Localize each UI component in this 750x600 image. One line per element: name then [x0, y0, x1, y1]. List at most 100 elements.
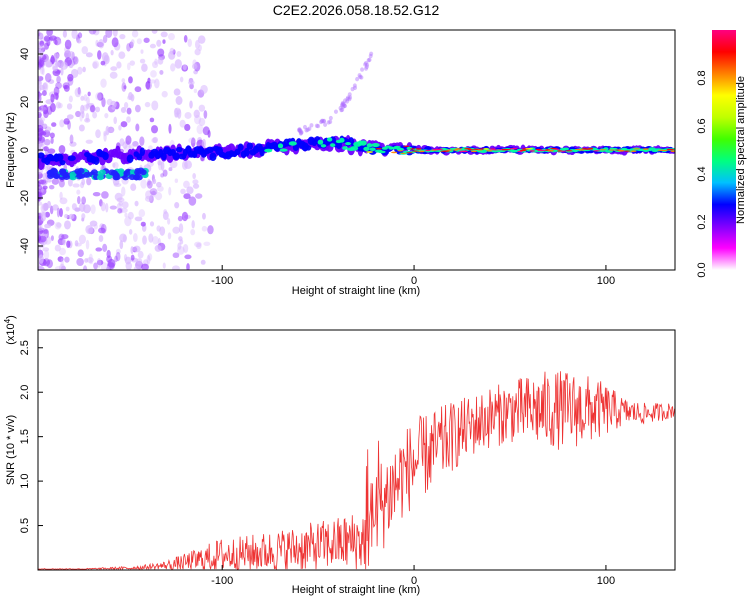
- heatmap-noise-blob: [128, 144, 135, 149]
- heatmap-noise-blob: [197, 35, 206, 44]
- heatmap-ridge-blob: [59, 159, 66, 166]
- heatmap-noise-blob: [43, 35, 51, 42]
- snr-x-label: Height of straight line (km): [292, 584, 420, 596]
- heatmap-noise-blob: [38, 32, 44, 40]
- heatmap-noise-blob: [145, 190, 153, 200]
- heatmap-branch-blob: [302, 124, 307, 130]
- snr-x-ticks: -100 0 100: [211, 565, 615, 587]
- spectrogram-y-label: Frequency (Hz): [5, 112, 17, 188]
- heatmap-branch-blob: [341, 104, 346, 109]
- heatmap-noise-blob: [64, 39, 72, 50]
- heatmap-noise-blob: [162, 39, 166, 44]
- heatmap-noise-blob: [71, 30, 78, 39]
- snr-x-tick-label: 0: [411, 575, 417, 587]
- heatmap-noise-blob: [134, 86, 142, 93]
- heatmap-ridge-blob: [486, 150, 493, 152]
- heatmap-noise-blob: [130, 39, 135, 45]
- heatmap-ridge-blob: [339, 137, 345, 143]
- heatmap-ridge-blob: [381, 146, 388, 150]
- heatmap-noise-blob: [175, 96, 183, 105]
- heatmap-ridge-blob: [305, 145, 312, 151]
- heatmap-noise-blob: [121, 201, 129, 209]
- heatmap-noise-blob: [177, 242, 182, 250]
- heatmap-noise-blob: [141, 263, 149, 270]
- heatmap-noise-blob: [145, 80, 152, 90]
- heatmap-noise-blob: [74, 87, 82, 98]
- heatmap-noise-blob: [188, 137, 197, 144]
- heatmap-noise-blob: [38, 244, 43, 249]
- heatmap-noise-blob: [75, 242, 82, 247]
- heatmap-noise-blob: [38, 229, 44, 235]
- heatmap-noise-blob: [48, 79, 55, 84]
- heatmap-noise-blob: [81, 46, 89, 55]
- heatmap-noise-blob: [126, 62, 131, 71]
- heatmap-noise-blob: [58, 179, 65, 188]
- heatmap-noise-blob: [51, 122, 57, 127]
- heatmap-branch-blob: [369, 51, 374, 57]
- heatmap-ridge-blob: [237, 143, 244, 151]
- heatmap-branch-blob: [298, 130, 303, 135]
- heatmap-noise-blob: [152, 190, 156, 198]
- heatmap-noise-blob: [157, 57, 164, 65]
- heatmap-noise-blob: [59, 197, 68, 205]
- heatmap-noise-blob: [80, 104, 85, 115]
- heatmap-noise-blob: [68, 51, 75, 59]
- heatmap-ridge-blob: [624, 150, 631, 152]
- heatmap-noise-blob: [64, 220, 71, 230]
- heatmap-noise-blob: [86, 96, 90, 106]
- heatmap-noise-blob: [101, 191, 109, 199]
- heatmap-ridge-blob: [491, 149, 499, 151]
- heatmap-noise-blob: [46, 106, 53, 115]
- spectrogram-heatmap: [38, 30, 675, 270]
- heatmap-noise-blob: [77, 32, 83, 39]
- heatmap-branch-blob: [320, 119, 325, 124]
- heatmap-noise-blob: [149, 43, 156, 49]
- colorbar-label: Normalized spectral amplitude: [735, 76, 747, 224]
- heatmap-branch-blob: [350, 86, 355, 92]
- heatmap-noise-blob: [109, 71, 118, 79]
- heatmap-noise-blob: [82, 66, 86, 73]
- heatmap-branch-blob: [298, 131, 303, 136]
- spectrogram-y-ticks: -40 -20 0 20 40: [19, 48, 43, 254]
- heatmap-noise-blob: [76, 257, 84, 267]
- heatmap-noise-blob: [97, 92, 104, 101]
- heatmap-noise-blob: [83, 204, 91, 214]
- heatmap-ridge-blob: [442, 150, 450, 152]
- heatmap-noise-blob: [38, 184, 43, 191]
- heatmap-noise-blob: [60, 258, 64, 268]
- heatmap-branch-blob: [359, 75, 364, 80]
- heatmap-branch-blob: [299, 130, 304, 135]
- heatmap-noise-blob: [60, 61, 68, 70]
- heatmap-noise-blob: [182, 160, 188, 170]
- heatmap-noise-blob: [85, 52, 93, 58]
- heatmap-ridge-blob: [559, 150, 566, 152]
- heatmap-noise-blob: [122, 141, 128, 149]
- heatmap-noise-blob: [68, 213, 75, 220]
- heatmap-ridge-blob: [587, 147, 594, 150]
- heatmap-noise-blob: [44, 223, 52, 229]
- heatmap-noise-blob: [59, 207, 63, 218]
- heatmap-ridge-blob: [565, 150, 573, 152]
- heatmap-noise-blob: [54, 244, 61, 252]
- heatmap-noise-blob: [149, 117, 155, 123]
- heatmap-ridge-blob: [246, 142, 254, 150]
- heatmap-noise-blob: [57, 256, 64, 262]
- snr-x-tick-label: 100: [597, 575, 615, 587]
- heatmap-noise-blob: [43, 42, 49, 50]
- heatmap-branch-blob: [340, 107, 345, 113]
- heatmap-branch-blob: [343, 103, 348, 109]
- heatmap-ridge-blob: [517, 150, 523, 153]
- heatmap-ridge-blob: [467, 149, 474, 151]
- heatmap-noise-blob: [154, 58, 158, 65]
- heatmap-noise-blob: [115, 251, 121, 262]
- heatmap-noise-blob: [41, 66, 45, 76]
- heatmap-branch-blob: [304, 128, 309, 133]
- heatmap-noise-blob: [195, 39, 200, 50]
- heatmap-branch-blob: [363, 60, 368, 66]
- heatmap-noise-blob: [56, 222, 62, 228]
- heatmap-secondary-blob: [128, 174, 136, 181]
- snr-series-line: [38, 371, 675, 570]
- heatmap-ridge-blob: [593, 150, 601, 152]
- heatmap-noise-blob: [192, 63, 198, 70]
